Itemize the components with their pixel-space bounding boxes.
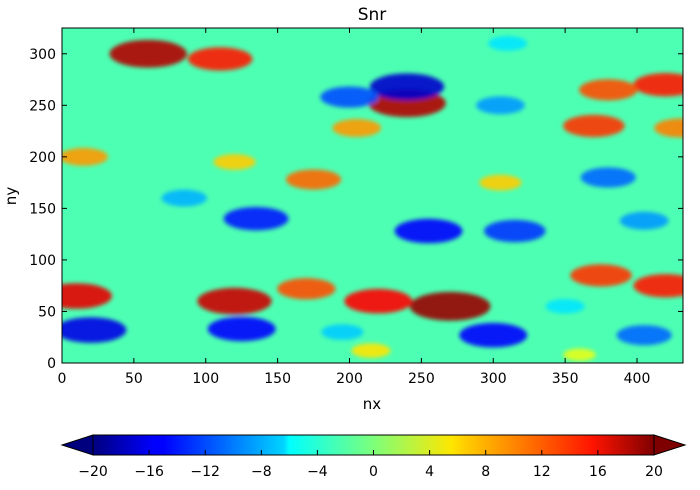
heatmap-feature [369, 73, 445, 101]
heatmap-feature [580, 167, 636, 188]
heatmap-feature [654, 118, 683, 138]
y-tick-label: 250 [29, 98, 56, 114]
heatmap-feature [488, 36, 528, 51]
heatmap-feature [62, 317, 127, 343]
plot-frame [61, 27, 684, 364]
heatmap-feature [616, 325, 672, 346]
x-axis-label: nx [363, 395, 382, 413]
colorbar-extend-high [653, 434, 687, 456]
heatmap-feature [394, 218, 463, 244]
heatmap-feature [476, 96, 525, 115]
heatmap-feature [321, 324, 364, 340]
x-tick-label: 300 [480, 371, 507, 387]
colorbar-tick-label: 0 [369, 464, 378, 480]
heatmap-feature [563, 348, 596, 361]
x-tick-label: 250 [408, 371, 435, 387]
colorbar-tick-label: −16 [134, 464, 164, 480]
heatmap-feature [484, 219, 546, 243]
heatmap-feature [277, 278, 336, 300]
colorbar-extend-low [60, 434, 94, 456]
heatmap-feature [223, 206, 289, 231]
heatmap-feature [344, 288, 413, 314]
chart-title: Snr [358, 5, 387, 25]
colorbar-ticks: −20 −16 −12 −8 −4 0 4 8 12 16 20 [78, 450, 663, 480]
y-tick-label: 0 [47, 356, 56, 372]
x-tick-label: 100 [192, 371, 219, 387]
colorbar: −20 −16 −12 −8 −4 0 4 8 12 16 20 [60, 434, 687, 480]
heatmap-feature [563, 114, 625, 138]
heatmap-feature [332, 119, 382, 137]
heatmap-feature [207, 316, 276, 342]
x-axis: 0 50 100 150 200 250 300 350 400 [58, 28, 651, 387]
heatmap [62, 28, 683, 363]
y-tick-label: 50 [38, 304, 56, 320]
heatmap-feature [213, 154, 256, 170]
y-axis-label: ny [2, 187, 20, 206]
heatmap-feature [633, 273, 683, 298]
heatmap-feature [62, 283, 112, 309]
heatmap-feature [187, 47, 253, 71]
heatmap-feature [161, 189, 207, 207]
colorbar-tick-label: 20 [645, 464, 663, 480]
colorbar-tick-label: −12 [190, 464, 220, 480]
colorbar-tick-label: −4 [307, 464, 328, 480]
y-tick-label: 150 [29, 201, 56, 217]
x-tick-label: 150 [264, 371, 291, 387]
heatmap-feature [579, 79, 638, 101]
heatmap-feature [619, 211, 669, 230]
x-tick-label: 200 [336, 371, 363, 387]
x-tick-label: 0 [58, 371, 67, 387]
heatmap-feature [633, 72, 683, 97]
x-tick-label: 400 [624, 371, 651, 387]
y-tick-label: 200 [29, 150, 56, 166]
heatmap-feature [409, 291, 491, 321]
heatmap-feature [479, 174, 522, 191]
heatmap-feature [109, 39, 188, 68]
heatmap-feature [570, 264, 632, 287]
heatmap-feature [320, 86, 379, 108]
heatmap-feature [62, 147, 108, 166]
heatmap-feature [285, 169, 342, 190]
heatmap-feature [545, 299, 585, 314]
x-tick-label: 50 [125, 371, 143, 387]
colorbar-tick-label: 12 [533, 464, 551, 480]
heatmap-feature [351, 343, 391, 358]
y-tick-label: 300 [29, 47, 56, 63]
heatmap-feature [459, 322, 528, 348]
x-tick-label: 350 [552, 371, 579, 387]
y-axis: 0 50 100 150 200 250 300 [29, 47, 683, 372]
colorbar-tick-label: −8 [251, 464, 272, 480]
colorbar-tick-label: 16 [589, 464, 607, 480]
colorbar-tick-label: −20 [78, 464, 108, 480]
y-tick-label: 100 [29, 253, 56, 269]
colorbar-tick-label: 8 [481, 464, 490, 480]
heatmap-feature [197, 287, 272, 315]
colorbar-tick-label: 4 [425, 464, 434, 480]
